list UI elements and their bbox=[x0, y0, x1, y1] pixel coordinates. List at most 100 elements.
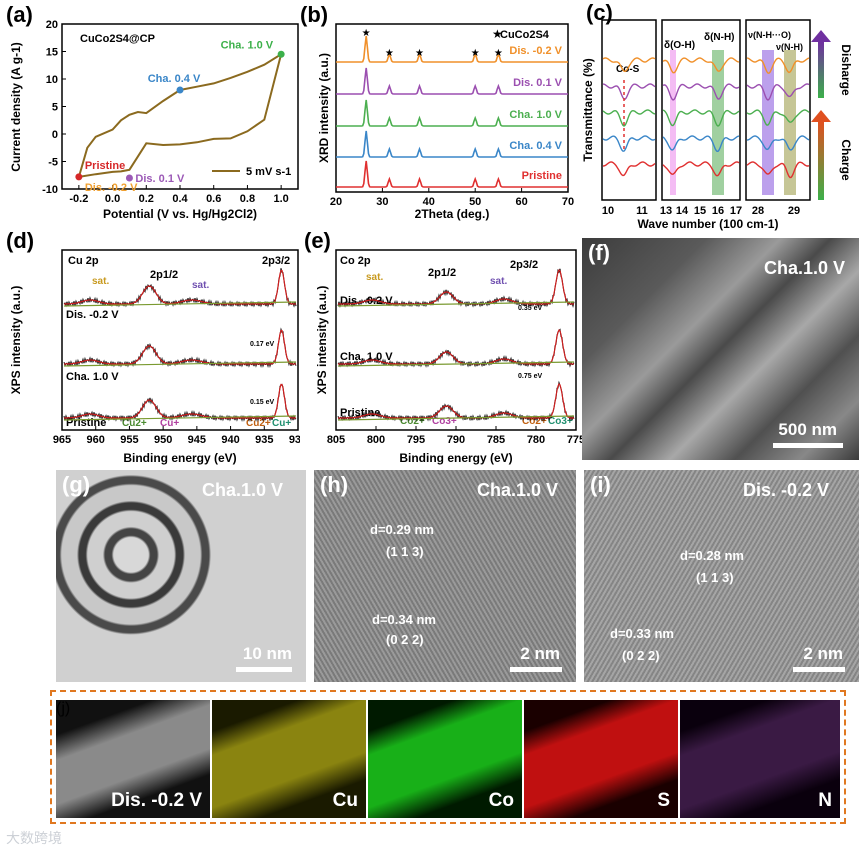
discharge-arrow bbox=[818, 42, 824, 98]
scale-bar bbox=[773, 443, 843, 448]
charge-label: Charge bbox=[839, 139, 853, 181]
xrd-series-line bbox=[336, 35, 568, 63]
ftir-series-line bbox=[602, 161, 656, 177]
state-marker-label: Cha. 1.0 V bbox=[221, 39, 274, 51]
xrd-series-line bbox=[336, 99, 568, 127]
axis-ticks: -0.2 0.0 0.2 0.4 0.6 0.8 1.0 -10 -5 0 5 10 15 20 bbox=[42, 19, 289, 205]
panel-label-f: (f) bbox=[588, 240, 610, 265]
xps-raw-line bbox=[63, 268, 297, 308]
xps-fit-line bbox=[64, 329, 296, 365]
x-tick-label: 20 bbox=[330, 196, 342, 208]
eds-map-cu: Cu bbox=[212, 700, 366, 818]
xrd-series: Dis. -0.2 V Dis. 0.1 V Cha. 1.0 V Cha. 0.4 … bbox=[336, 35, 568, 188]
panel-e-co-xps: (e) Co 2p 2p1/2 2p3/2 sat. sat. Dis. -0.… bbox=[300, 228, 585, 468]
x-tick-label: 0.6 bbox=[206, 193, 221, 205]
scale-bar bbox=[793, 667, 845, 672]
map-label: Dis. -0.2 V bbox=[111, 790, 202, 811]
ftir-series-line bbox=[662, 57, 740, 74]
xps-baseline bbox=[337, 361, 575, 367]
x-tick-label: 17 bbox=[730, 205, 742, 217]
trace-label-cha: Cha. 1.0 V bbox=[340, 351, 393, 363]
peak-star-marker: ★ bbox=[415, 48, 424, 59]
panel-label-a: (a) bbox=[6, 2, 33, 27]
x-tick-label: 29 bbox=[788, 205, 800, 217]
x-tick-label: 800 bbox=[367, 434, 385, 446]
panel-label-j: (j) bbox=[56, 700, 71, 717]
x-tick-label: 30 bbox=[376, 196, 388, 208]
panel-label-c: (c) bbox=[586, 0, 613, 25]
x-tick-label: 945 bbox=[188, 434, 206, 446]
band-oh bbox=[670, 50, 676, 195]
scale-bar bbox=[236, 667, 292, 672]
scale-label: 500 nm bbox=[778, 420, 837, 439]
x-tick-label: 940 bbox=[221, 434, 239, 446]
x-tick-label: 960 bbox=[87, 434, 105, 446]
xps-series bbox=[63, 268, 297, 422]
state-marker-label: Cha. 0.4 V bbox=[148, 73, 201, 85]
ftir-series-line bbox=[746, 57, 810, 74]
panel-j-eds-frame bbox=[50, 690, 846, 824]
y-tick-label: 10 bbox=[46, 74, 58, 86]
state-label: Cha.1.0 V bbox=[476, 480, 558, 500]
x-tick-label: 930 bbox=[289, 434, 300, 446]
x-tick-label: 780 bbox=[527, 434, 545, 446]
y-axis-label: XPS intensity (a.u.) bbox=[315, 286, 329, 395]
x-tick-label: 28 bbox=[752, 205, 764, 217]
x-tick-label: 955 bbox=[120, 434, 138, 446]
y-axis-label: XRD intensity (a.u.) bbox=[317, 53, 331, 163]
xps-baseline bbox=[337, 415, 575, 421]
sat-2: sat. bbox=[192, 280, 209, 291]
xps-baseline bbox=[63, 361, 297, 367]
co-xps-svg: (e) Co 2p 2p1/2 2p3/2 sat. sat. Dis. -0.… bbox=[304, 228, 585, 465]
xps-fit-line bbox=[338, 269, 574, 305]
panel-label-e: (e) bbox=[304, 228, 331, 253]
ftir-series-line bbox=[602, 109, 656, 127]
ftir-series-line bbox=[602, 83, 656, 100]
plane-2: (0 2 2) bbox=[622, 648, 660, 663]
xrd-series-label: Dis. 0.1 V bbox=[513, 77, 563, 89]
discharge-arrow-head bbox=[811, 30, 831, 42]
charge-arrow bbox=[818, 122, 824, 200]
x-tick-label: 11 bbox=[636, 205, 648, 217]
peak-star-marker: ★ bbox=[494, 48, 503, 59]
panel-label-i: (i) bbox=[590, 472, 611, 497]
plot-frame bbox=[335, 23, 569, 193]
xrd-series-label: Pristine bbox=[522, 170, 562, 182]
state-marker bbox=[277, 50, 285, 58]
xps-series bbox=[337, 268, 575, 422]
ftir-series-line bbox=[602, 135, 656, 152]
frame-2 bbox=[661, 19, 741, 201]
d-spacing-1: d=0.28 nm bbox=[680, 548, 744, 563]
peak-2p32: 2p3/2 bbox=[262, 255, 290, 267]
axis-ticks: 10 11 13 14 15 16 17 28 29 bbox=[602, 205, 800, 217]
x-tick-label: 16 bbox=[712, 205, 724, 217]
eds-map-s: S bbox=[524, 700, 678, 818]
map-label: N bbox=[818, 790, 832, 811]
xps-fit-line bbox=[338, 383, 574, 419]
x-tick-label: 13 bbox=[660, 205, 672, 217]
x-tick-label: 775 bbox=[567, 434, 582, 446]
sat-2: sat. bbox=[490, 276, 507, 287]
xps-fit-line bbox=[64, 269, 296, 305]
state-label: Cha.1.0 V bbox=[763, 258, 845, 278]
charge-arrow-head bbox=[811, 110, 831, 122]
legend-label: CuCo2S4 bbox=[500, 29, 550, 41]
panel-c-ftir-chart: (c) Co-S δ(O-H) δ(N-H) ν(N-H···O) ν(N-H)… bbox=[578, 0, 863, 235]
band-nh bbox=[712, 50, 724, 195]
state-marker bbox=[125, 174, 133, 182]
peak-2p12: 2p1/2 bbox=[150, 269, 178, 281]
panel-b-xrd-chart: (b) CuCo2S4 ★ 2Theta (deg.) XRD intensit… bbox=[300, 0, 580, 225]
x-tick-label: 40 bbox=[423, 196, 435, 208]
y-tick-label: -5 bbox=[48, 157, 58, 169]
ftir-series-line bbox=[662, 161, 740, 177]
x-axis-label: Binding energy (eV) bbox=[123, 451, 236, 465]
map-label: Cu bbox=[332, 790, 358, 811]
state-marker-label: Dis. 0.1 V bbox=[135, 173, 185, 185]
scale-bar bbox=[510, 667, 562, 672]
xrd-series-line bbox=[336, 160, 568, 188]
plane-2: (0 2 2) bbox=[386, 632, 424, 647]
shift-1: 0.17 eV bbox=[250, 341, 274, 348]
map-label: S bbox=[657, 790, 670, 811]
species-4: Co3+ bbox=[548, 416, 573, 427]
